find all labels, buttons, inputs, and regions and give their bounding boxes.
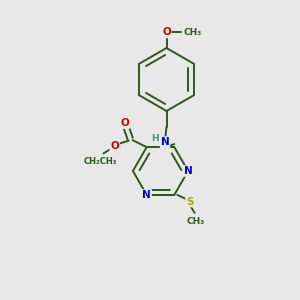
Text: N: N xyxy=(142,190,151,200)
Text: N: N xyxy=(160,137,169,147)
Text: O: O xyxy=(110,141,119,151)
Text: O: O xyxy=(162,27,171,38)
Text: O: O xyxy=(120,118,129,128)
Text: S: S xyxy=(186,196,194,206)
Text: CH₂CH₃: CH₂CH₃ xyxy=(84,157,117,166)
Text: CH₃: CH₃ xyxy=(184,28,202,37)
Text: CH₃: CH₃ xyxy=(186,218,204,226)
Text: N: N xyxy=(184,166,193,176)
Text: H: H xyxy=(152,134,159,142)
